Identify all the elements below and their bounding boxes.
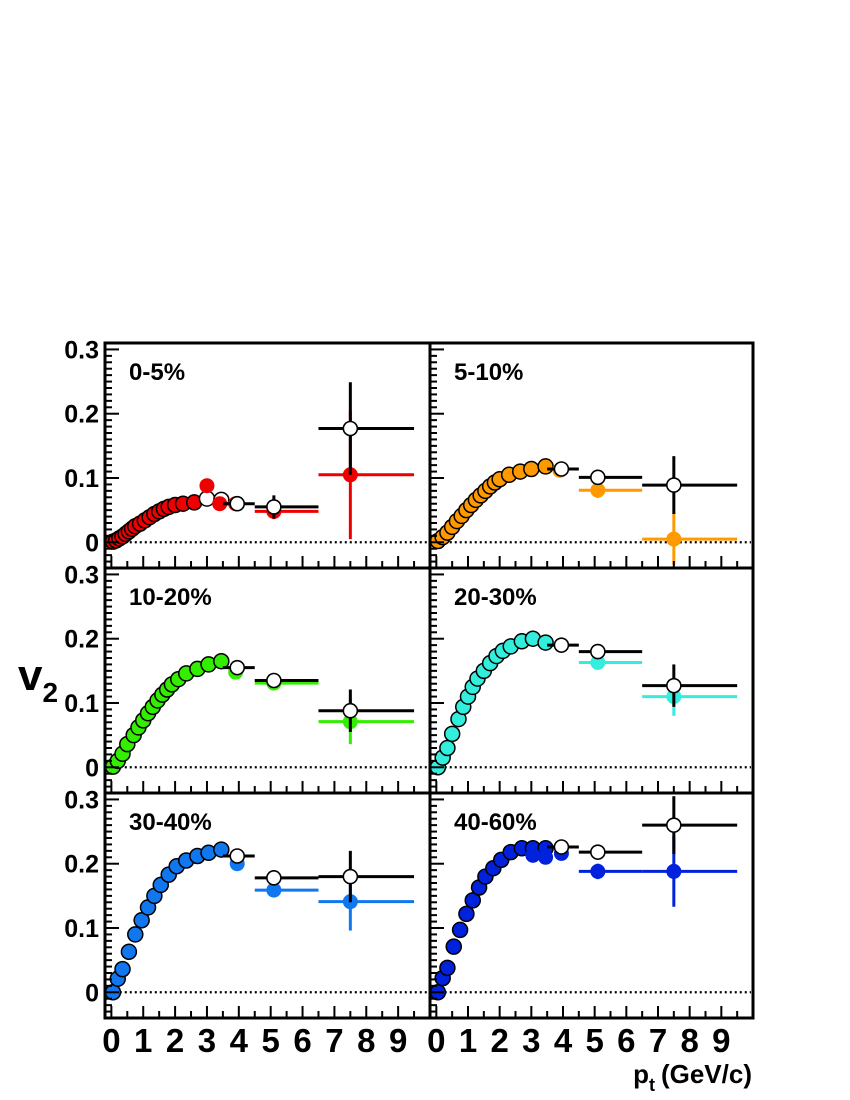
y-tick-label: 0.3 — [64, 561, 99, 589]
x-tick-label: 8 — [357, 1022, 375, 1059]
x-tick-label: 8 — [680, 1022, 698, 1059]
y-tick-label: 0 — [85, 979, 99, 1007]
panel-0-5%: 0-5% — [105, 359, 428, 550]
filled-point — [666, 863, 682, 879]
panel-label: 0-5% — [129, 359, 185, 386]
open-point — [439, 739, 456, 757]
open-point — [213, 841, 230, 858]
y-tick-label: 0.2 — [64, 401, 99, 429]
x-tick-label: 0 — [427, 1022, 445, 1059]
x-tick-label: 1 — [134, 1022, 152, 1059]
open-point — [537, 634, 554, 651]
filled-point — [590, 482, 606, 498]
panel-label: 40-60% — [454, 809, 537, 836]
open-point — [266, 499, 282, 515]
open-point — [342, 702, 359, 719]
open-point — [590, 844, 606, 860]
filled-point — [590, 863, 606, 879]
filled-point — [538, 849, 554, 865]
open-point — [114, 960, 131, 978]
panel-frame — [428, 791, 755, 1020]
open-point — [666, 677, 682, 694]
y-tick-label: 0.2 — [64, 851, 99, 879]
panel-plot-area — [430, 796, 751, 1001]
x-tick-label: 6 — [293, 1022, 311, 1059]
y-tick-label: 0.3 — [64, 336, 99, 364]
open-point — [342, 868, 359, 885]
open-point — [133, 912, 150, 929]
x-tick-label: 4 — [554, 1022, 573, 1059]
x-axis-title: pt (GeV/c) — [633, 1059, 752, 1095]
x-tick-label: 3 — [522, 1022, 540, 1059]
panel-10-20%: 10-20% — [105, 584, 428, 775]
panel-5-10%: 5-10% — [430, 359, 751, 565]
open-point — [266, 672, 282, 689]
open-point — [266, 870, 282, 886]
open-point — [342, 420, 359, 437]
panel-label: 30-40% — [129, 809, 212, 836]
open-point — [229, 495, 246, 512]
open-point — [666, 477, 682, 493]
open-point — [439, 959, 456, 977]
panel-plot-area — [105, 841, 428, 1001]
y-tick-label: 0.1 — [64, 465, 99, 493]
panel-plot-area — [430, 630, 751, 776]
y-tick-label: 0.2 — [64, 626, 99, 654]
filled-point — [525, 847, 541, 863]
open-point — [127, 926, 144, 943]
panel-20-30%: 20-30% — [430, 584, 751, 776]
open-point — [590, 643, 606, 660]
x-tick-label: 7 — [325, 1022, 343, 1059]
x-tick-label: 1 — [459, 1022, 477, 1059]
y-axis-title: v2 — [18, 651, 58, 708]
open-point — [213, 652, 230, 670]
y-tick-label: 0.3 — [64, 786, 99, 814]
x-tick-label: 9 — [389, 1022, 407, 1059]
x-tick-label: 4 — [230, 1022, 249, 1059]
open-point — [229, 659, 246, 676]
open-point — [553, 637, 570, 653]
open-point — [120, 943, 138, 961]
x-tick-label: 7 — [649, 1022, 667, 1059]
panel-label: 5-10% — [454, 359, 523, 386]
y-tick-label: 0 — [85, 529, 99, 557]
open-point — [553, 839, 570, 855]
panel-30-40%: 30-40% — [105, 809, 428, 1001]
panel-label: 10-20% — [129, 584, 212, 611]
filled-point — [199, 478, 215, 494]
y-tick-label: 0 — [85, 754, 99, 782]
panel-plot-area — [430, 456, 751, 565]
x-tick-label: 3 — [198, 1022, 216, 1059]
x-tick-label: 2 — [490, 1022, 508, 1059]
panel-plot-area — [105, 652, 428, 775]
x-tick-label: 5 — [585, 1022, 603, 1059]
open-point — [523, 460, 540, 478]
open-point — [445, 938, 462, 955]
panel-plot-area — [105, 382, 428, 550]
open-point — [229, 848, 246, 864]
open-point — [458, 905, 475, 923]
open-point — [537, 458, 554, 475]
x-tick-label: 5 — [262, 1022, 280, 1059]
open-point — [553, 461, 570, 477]
open-point — [590, 469, 606, 486]
open-point — [464, 892, 481, 909]
y-tick-label: 0.1 — [64, 690, 99, 718]
y-tick-label: 0.1 — [64, 915, 99, 943]
x-tick-label: 9 — [712, 1022, 730, 1059]
open-point — [666, 817, 682, 833]
x-tick-label: 6 — [617, 1022, 635, 1059]
open-point — [451, 921, 469, 939]
open-point — [443, 725, 461, 743]
x-tick-label: 0 — [102, 1022, 120, 1059]
filled-point — [666, 531, 682, 547]
panel-label: 20-30% — [454, 584, 537, 611]
panel-40-60%: 40-60% — [430, 796, 751, 1001]
x-tick-label: 2 — [166, 1022, 184, 1059]
